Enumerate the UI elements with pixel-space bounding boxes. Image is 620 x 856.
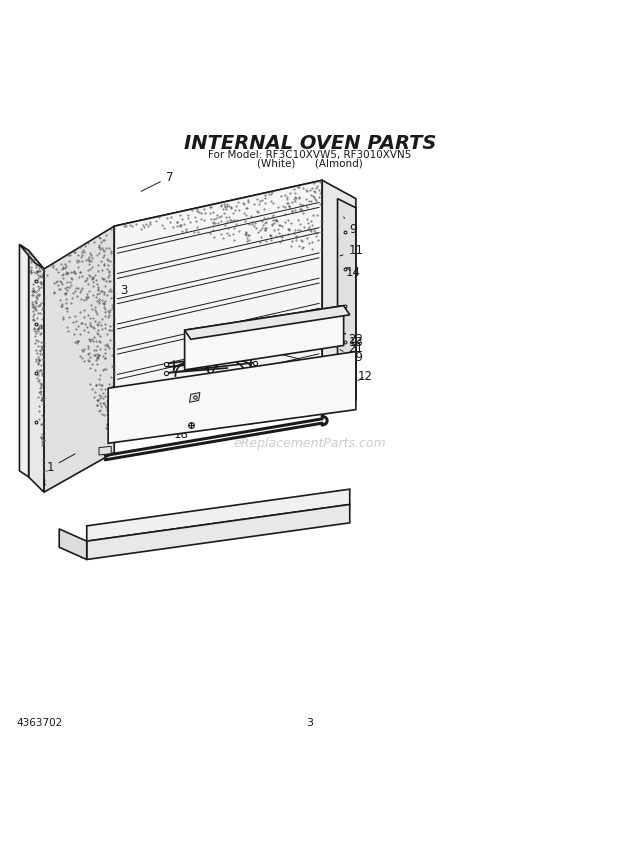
Polygon shape xyxy=(60,529,87,560)
Text: 7: 7 xyxy=(141,170,173,191)
Text: 3: 3 xyxy=(306,718,314,728)
Text: 4363702: 4363702 xyxy=(16,718,63,728)
Text: eReplacementParts.com: eReplacementParts.com xyxy=(234,437,386,449)
Polygon shape xyxy=(19,245,29,477)
Text: 8: 8 xyxy=(38,471,47,490)
Text: 14: 14 xyxy=(345,265,360,278)
Text: 9: 9 xyxy=(343,217,356,235)
Text: 22: 22 xyxy=(343,333,363,346)
Text: 17: 17 xyxy=(186,397,202,416)
Text: 12: 12 xyxy=(358,370,373,383)
Text: 19: 19 xyxy=(340,350,363,364)
Polygon shape xyxy=(190,393,200,402)
Polygon shape xyxy=(114,181,322,428)
Polygon shape xyxy=(114,181,322,300)
Polygon shape xyxy=(44,226,114,492)
Polygon shape xyxy=(29,251,44,492)
Polygon shape xyxy=(87,489,350,541)
Polygon shape xyxy=(185,306,350,339)
Text: (White)      (Almond): (White) (Almond) xyxy=(257,158,363,169)
Text: 18: 18 xyxy=(174,427,189,441)
Text: 21: 21 xyxy=(342,342,363,355)
Polygon shape xyxy=(108,352,356,443)
Polygon shape xyxy=(87,504,350,560)
Text: 13: 13 xyxy=(345,333,363,349)
Polygon shape xyxy=(337,199,356,401)
Text: 3: 3 xyxy=(113,284,127,298)
Text: 2: 2 xyxy=(181,394,189,407)
Text: 11: 11 xyxy=(340,244,363,257)
Text: 20: 20 xyxy=(287,324,302,336)
Text: For Model: RF3C10XVW5, RF3010XVN5: For Model: RF3C10XVW5, RF3010XVN5 xyxy=(208,150,412,160)
Polygon shape xyxy=(19,245,44,269)
Text: INTERNAL OVEN PARTS: INTERNAL OVEN PARTS xyxy=(184,134,436,153)
Polygon shape xyxy=(185,306,343,370)
Text: 1: 1 xyxy=(46,454,75,474)
Polygon shape xyxy=(99,446,111,455)
Polygon shape xyxy=(322,181,356,401)
